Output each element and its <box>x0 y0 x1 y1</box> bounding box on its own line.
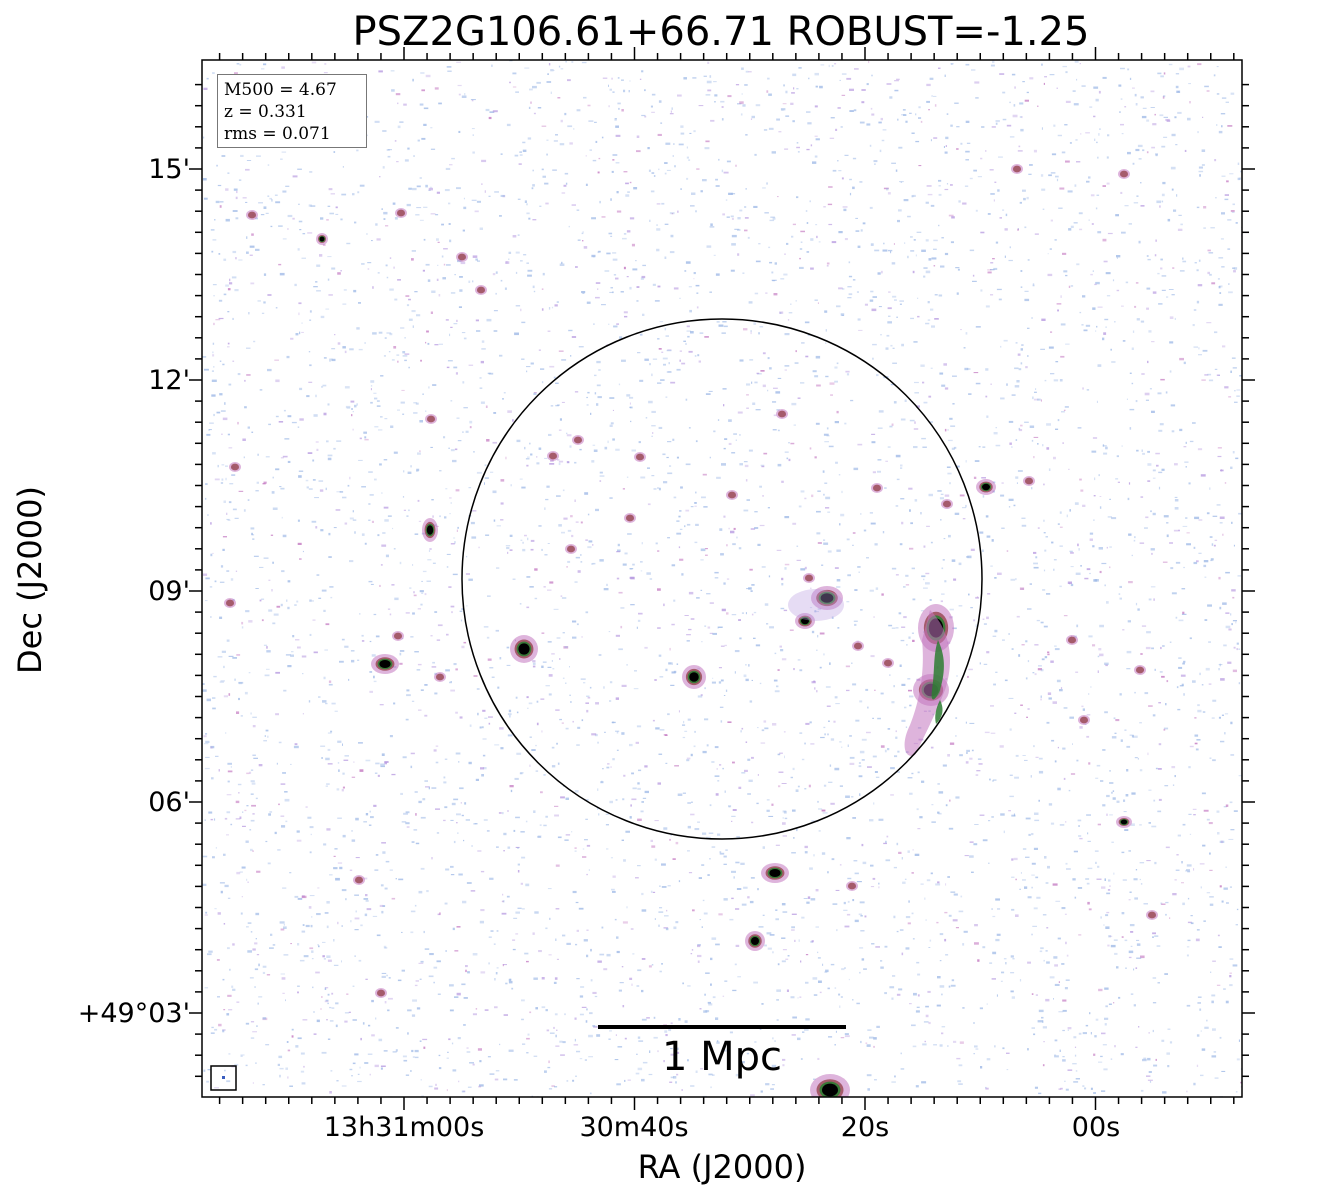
dec-tick-label: 12' <box>148 365 190 396</box>
radio-source <box>1116 816 1132 828</box>
radio-source <box>395 208 407 218</box>
noise-layer <box>202 60 1242 1097</box>
radio-source <box>229 462 241 472</box>
rms-text: rms = 0.071 <box>224 124 331 144</box>
radio-source <box>795 613 815 629</box>
ra-tick-label: 00s <box>1071 1112 1121 1143</box>
radio-source <box>353 875 365 885</box>
radio-source <box>803 573 815 583</box>
radio-source <box>1118 169 1130 179</box>
image-title: PSZ2G106.61+66.71 ROBUST=-1.25 <box>352 9 1090 55</box>
radio-source <box>846 881 858 891</box>
radio-source <box>682 665 706 689</box>
radio-source <box>422 518 438 542</box>
redshift-text: z = 0.331 <box>224 102 307 122</box>
ra-axis-label: RA (J2000) <box>637 1148 807 1186</box>
radio-source <box>811 586 843 610</box>
radio-source <box>1134 665 1146 675</box>
radio-source <box>745 931 765 951</box>
extended-emission <box>788 589 950 756</box>
radio-source <box>1023 476 1035 486</box>
radio-source <box>246 210 258 220</box>
ra-tick-label: 20s <box>840 1112 890 1143</box>
radio-source <box>475 285 487 295</box>
radio-source <box>941 499 953 509</box>
m500-text: M500 = 4.67 <box>224 80 337 100</box>
radio-source <box>572 435 584 445</box>
axis-ticks <box>189 47 1255 1110</box>
radio-source <box>871 483 883 493</box>
radio-source <box>547 451 559 461</box>
cluster-info-box: M500 = 4.67 z = 0.331 rms = 0.071 <box>217 74 367 148</box>
radio-source <box>976 479 996 495</box>
radio-source <box>776 409 788 419</box>
radio-source <box>810 1074 850 1097</box>
radio-source <box>761 863 789 883</box>
ra-tick-label: 30m40s <box>579 1112 689 1143</box>
radio-sources <box>224 164 1158 1097</box>
plot-frame <box>201 59 1243 1098</box>
radio-source <box>634 452 646 462</box>
radio-source <box>224 598 236 608</box>
radio-source <box>1146 910 1158 920</box>
radio-source <box>316 233 328 245</box>
radio-source <box>624 513 636 523</box>
dec-axis-label: Dec (J2000) <box>11 486 49 674</box>
radio-source <box>371 654 399 674</box>
beam-box <box>210 1065 237 1091</box>
radio-source <box>1066 635 1078 645</box>
radio-source <box>425 414 437 424</box>
radio-source <box>1078 715 1090 725</box>
radio-source <box>1011 164 1023 174</box>
radio-source <box>392 631 404 641</box>
beam-ellipse <box>222 1076 225 1079</box>
dec-tick-label: +49°03' <box>77 998 190 1029</box>
r500-circle <box>461 318 983 840</box>
dec-tick-label: 06' <box>148 787 190 818</box>
radio-source <box>434 672 446 682</box>
radio-source <box>565 544 577 554</box>
radio-source <box>375 988 387 998</box>
radio-source <box>456 252 468 262</box>
scalebar-label: 1 Mpc <box>661 1034 783 1080</box>
dec-tick-label: 09' <box>148 576 190 607</box>
radio-source <box>726 490 738 500</box>
radio-source <box>882 658 894 668</box>
ra-tick-label: 13h31m00s <box>323 1112 485 1143</box>
radio-source <box>510 635 538 663</box>
dec-tick-label: 15' <box>148 154 190 185</box>
radio-source <box>852 641 864 651</box>
